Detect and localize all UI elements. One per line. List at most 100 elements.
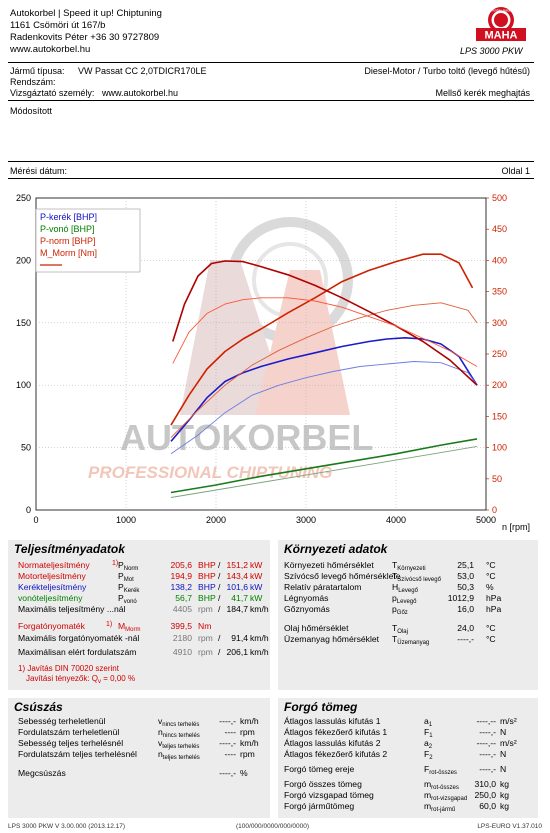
- inertia-row-symbol: mrot-vizsgapad: [424, 790, 468, 802]
- slip-row-label: Sebesség teljes terhelésnél: [18, 738, 124, 748]
- inertia-row-label: Átlagos fékezőerő kifutás 1: [284, 727, 388, 737]
- perf-rpm-unit: rpm: [198, 633, 213, 643]
- inertia-row-unit: m/s²: [500, 738, 517, 748]
- perf-row-value1: 205,6: [170, 560, 192, 570]
- perf-row-value1: 4405: [172, 604, 192, 614]
- legend: P-kerék [BHP] P-vonó [BHP] P-norm [BHP] …: [35, 208, 141, 273]
- watermark-text-2: PROFESSIONAL CHIPTUNING: [88, 463, 332, 482]
- y-left-tick-label: 150: [16, 318, 31, 328]
- env-row-label: Olaj hőmérséklet: [284, 623, 349, 633]
- env-row-symbol: TOlaj: [392, 623, 408, 635]
- perf-row-unit1: rpm: [198, 604, 213, 614]
- plate-label: Rendszám:: [10, 77, 56, 87]
- perf-row-symbol: PNorm: [118, 560, 139, 572]
- slip-row-label: Sebesség terheletlenül: [18, 716, 106, 726]
- env-row-symbol: TSzívócső levegő: [392, 571, 441, 583]
- env-row-unit: °C: [486, 571, 496, 581]
- x-tick-label: 2000: [206, 515, 226, 525]
- env-row-unit: °C: [486, 560, 496, 570]
- torque-value: 399,5: [170, 621, 192, 631]
- engine-type: Diesel-Motor / Turbo toltő (levegő hűtés…: [364, 66, 530, 76]
- env-row-symbol: pLevegő: [392, 593, 417, 605]
- x-tick-label: 4000: [386, 515, 406, 525]
- inertia-row-label: Forgó járműtömeg: [284, 801, 355, 811]
- correction-factor: Javítási tényezők: Qv = 0,00 %: [26, 674, 136, 685]
- perf-row-value2: 101,6: [226, 582, 248, 592]
- perf-row-symbol: Pvonó: [118, 593, 137, 605]
- correction-note: 1) Javítás DIN 70020 szerint: [18, 664, 119, 673]
- env-row-unit: °C: [486, 634, 496, 644]
- env-row-label: Légnyomás: [284, 593, 329, 603]
- perf-row-unit1: BHP: [198, 560, 216, 570]
- perf-speed-unit: km/h: [250, 633, 269, 643]
- logo-caption: LPS 3000 PKW: [460, 46, 523, 56]
- inertia-row-unit: kg: [500, 790, 510, 800]
- y-right-tick-label: 150: [492, 411, 507, 421]
- y-right-tick-label: 0: [492, 505, 497, 515]
- perf-row-unit2: kW: [250, 571, 263, 581]
- slip-row-symbol: nnincs terhelés: [158, 727, 200, 739]
- perf-rpm-sep: /: [218, 633, 221, 643]
- inertia-row-unit: N: [500, 764, 507, 774]
- series-line-5: [170, 302, 478, 438]
- env-row-symbol: TÜzemanyag: [392, 634, 430, 646]
- slip-row-unit: rpm: [240, 727, 255, 737]
- perf-row-label: Maximális teljesítmény ...nál: [18, 604, 126, 614]
- env-row-symbol: HLevegő: [392, 582, 418, 594]
- inertia-row-symbol: mrot-jármű: [424, 801, 456, 813]
- series-line-4: [170, 253, 474, 426]
- page-number: Oldal 1: [501, 166, 530, 176]
- perf-row-sep: /: [218, 593, 221, 603]
- inertia-row-value: 60,0: [479, 801, 496, 811]
- company-contact: Radenkovits Péter +36 30 9727809: [10, 32, 160, 43]
- power-torque-chart: AUTOKORBEL PROFESSIONAL CHIPTUNING 0 1000…: [16, 193, 530, 532]
- inertia-row-value: ----,--: [476, 716, 496, 726]
- divider: [8, 178, 534, 179]
- divider: [8, 62, 534, 63]
- perf-speed-unit: km/h: [250, 647, 269, 657]
- y-left-tick-label: 250: [16, 193, 31, 203]
- slip-row-label: Fordulatszám terheletlenül: [18, 727, 120, 737]
- inertia-row-value: ----,-: [479, 764, 496, 774]
- series-line-1: [170, 361, 478, 455]
- env-row-value: ----,-: [457, 634, 474, 644]
- env-row-symbol: TKörnyezeti: [392, 560, 426, 572]
- logo-ring-text: Maschinenbau Haldenwang: [481, 9, 521, 13]
- vehicle-type-label: Jármű típusa:: [10, 66, 65, 76]
- slip-row-symbol: vteljes terhelés: [158, 738, 200, 750]
- legend-p-norm: P-norm [BHP]: [40, 236, 96, 246]
- vehicle-type-value: VW Passat CC 2,0TDICR170LE: [78, 66, 207, 76]
- inertia-row-unit: kg: [500, 779, 510, 789]
- perf-rpm-value: 4910: [172, 647, 192, 657]
- torque-mark: 1): [106, 621, 113, 628]
- env-row-value: 24,0: [457, 623, 474, 633]
- watermark-text-1: AUTOKORBEL: [120, 417, 373, 458]
- inertia-row-unit: N: [500, 727, 507, 737]
- perf-row-sep: /: [218, 571, 221, 581]
- env-row-unit: hPa: [486, 604, 502, 614]
- inertia-row-symbol: Frot-összes: [424, 764, 457, 776]
- inertia-row-label: Átlagos lassulás kifutás 2: [284, 738, 381, 748]
- tester-value: www.autokorbel.hu: [102, 88, 179, 98]
- date-label: Mérési dátum:: [10, 166, 68, 176]
- env-panel: [278, 540, 538, 690]
- y-left-tick-label: 200: [16, 255, 31, 265]
- env-row-value: 1012,9: [447, 593, 474, 603]
- slip-row-unit: km/h: [240, 738, 259, 748]
- env-row-value: 16,0: [457, 604, 474, 614]
- y-right-tick-label: 100: [492, 443, 507, 453]
- perf-rpm-label: Maximális forgatónyomaték -nál: [18, 633, 140, 643]
- slip-panel: [8, 698, 270, 818]
- perf-speed-value: 91,4: [231, 633, 248, 643]
- env-row-unit: °C: [486, 623, 496, 633]
- maha-logo: Maschinenbau Haldenwang MAHA: [476, 7, 526, 42]
- y-left-tick-label: 100: [16, 380, 31, 390]
- inertia-row-symbol: F2: [424, 749, 433, 761]
- slip-row-value: ----,-: [219, 738, 236, 748]
- y-right-tick-label: 350: [492, 287, 507, 297]
- series-line-7: [172, 297, 478, 367]
- logo-text: MAHA: [485, 30, 518, 42]
- inertia-row-value: ----,--: [476, 738, 496, 748]
- env-row-value: 53,0: [457, 571, 474, 581]
- env-row-label: Üzemanyag hőmérséklet: [284, 634, 380, 644]
